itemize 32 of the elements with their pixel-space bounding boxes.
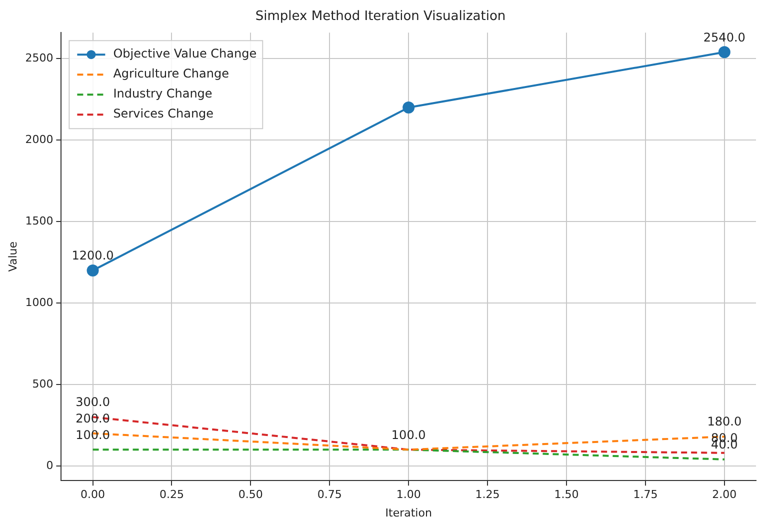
y-tick-label: 500: [32, 377, 54, 390]
data-label: 100.0: [76, 428, 110, 442]
legend-label: Services Change: [113, 106, 214, 121]
x-tick-label: 0.75: [317, 488, 342, 502]
data-label: 100.0: [391, 428, 426, 442]
point: [86, 264, 99, 276]
x-tick-label: 1.50: [554, 488, 579, 502]
legend-label: Objective Value Change: [113, 46, 257, 61]
x-axis-title: Iteration: [385, 506, 432, 520]
y-axis-title: Value: [6, 241, 20, 272]
y-tick-label: 1500: [25, 214, 54, 228]
x-tick-label: 2.00: [712, 488, 737, 502]
legend-label: Agriculture Change: [113, 66, 229, 81]
x-tick-label: 0.00: [80, 488, 106, 502]
x-tick-label: 0.25: [159, 488, 184, 502]
point: [402, 102, 415, 114]
data-label: 200.0: [76, 411, 110, 426]
y-tick-label: 0: [46, 458, 54, 472]
x-tick-label: 1.75: [633, 488, 658, 502]
data-label: 180.0: [707, 414, 742, 429]
y-tick-label: 2500: [25, 52, 54, 65]
y-tick-label: 1000: [25, 296, 54, 309]
point: [718, 46, 730, 58]
legend-label: Industry Change: [113, 86, 212, 101]
x-tick-label: 0.50: [238, 488, 263, 502]
x-tick-label: 1.00: [396, 488, 421, 502]
data-label: 2540.0: [703, 30, 746, 44]
x-tick-label: 1.25: [475, 488, 500, 502]
chart-title: Simplex Method Iteration Visualization: [255, 9, 506, 24]
y-tick-label: 2000: [25, 132, 54, 146]
data-label: 1200.0: [72, 248, 114, 263]
data-label: 300.0: [76, 395, 110, 410]
